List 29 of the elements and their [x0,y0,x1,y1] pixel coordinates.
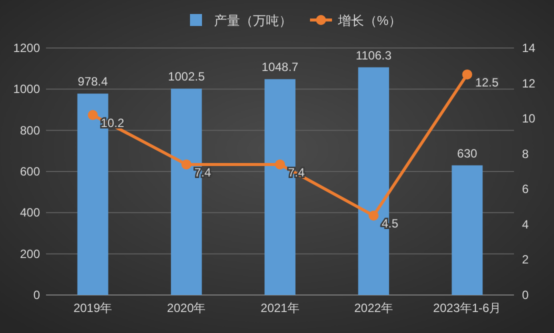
y2-tick-label: 10 [522,112,536,126]
legend-label: 产量（万吨） [214,13,292,28]
y-tick-label: 800 [20,123,40,138]
data-label: 630 [457,146,478,160]
y-tick-label: 1000 [13,82,40,96]
y-tick-label: 600 [20,164,40,178]
y2-tick-label: 12 [522,76,536,90]
data-label: 12.5 [475,75,499,90]
y2-tick-label: 8 [522,146,529,161]
y-tick-label: 400 [20,206,40,220]
data-label: 1048.7 [262,60,299,74]
y2-tick-label: 6 [522,182,529,196]
data-label: 1106.3 [356,48,392,62]
legend-label: 增长（%） [337,13,402,28]
data-label: 978.4 [78,74,108,89]
y2-tick-label: 4 [522,217,529,232]
x-tick-label: 2023年1-6月 [433,301,502,315]
data-label: 1002.5 [168,70,206,84]
y2-tick-label: 14 [522,41,536,55]
y-tick-label: 1200 [13,41,40,55]
y-tick-label: 200 [20,246,40,261]
x-tick-label: 2020年 [167,301,206,315]
x-tick-label: 2019年 [73,301,112,315]
data-label: 7.4 [288,165,306,180]
x-tick-label: 2022年 [354,301,393,315]
y2-tick-label: 0 [522,288,529,302]
y-tick-label: 0 [33,288,40,302]
x-tick-label: 2021年 [260,301,300,315]
y2-tick-label: 2 [522,252,529,267]
